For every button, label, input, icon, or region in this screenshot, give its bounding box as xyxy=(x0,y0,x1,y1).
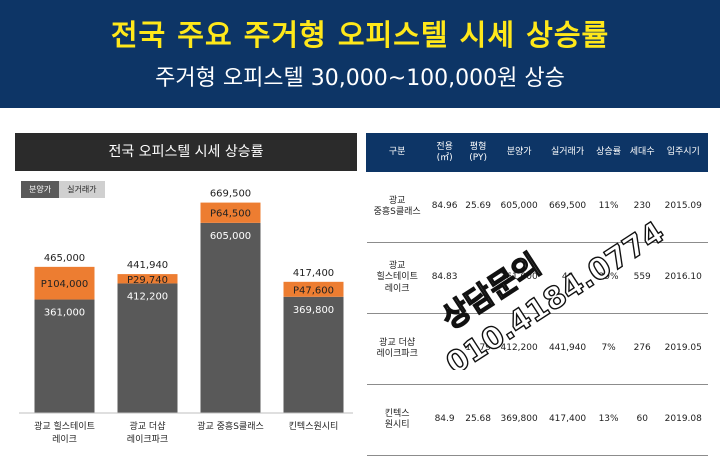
data-label-base-2: 605,000 xyxy=(210,231,251,242)
table-cell-name: 킨텍스 원시티 xyxy=(366,384,428,456)
table-row: 광교 힐스테이트 레이크 84.83 361,000 46 29% 559 2016.10 xyxy=(366,242,708,314)
table-cell: 11% xyxy=(591,171,626,243)
table-row: 광교 더샵 레이크파크 17.79 412,200 441,940 7% 276 2019.0… xyxy=(366,313,708,385)
data-label-total-3: 417,400 xyxy=(293,268,334,279)
column-header: 분양가 xyxy=(494,133,544,172)
data-label-total-1: 441,940 xyxy=(127,260,168,271)
table-row: 광교 중흥S클래스 84.96 25.69 605,000 669,500 11% 230 20… xyxy=(366,171,708,243)
title-banner: 전국 주요 주거형 오피스텔 시세 상승률 주거형 오피스텔 30,000~10… xyxy=(0,0,720,108)
table-cell: 29% xyxy=(591,242,626,314)
divider xyxy=(0,108,720,128)
column-header: 구분 xyxy=(365,133,429,172)
table-cell: 669,500 xyxy=(543,171,592,243)
data-label-increase-2: P64,500 xyxy=(210,209,251,220)
column-header: 평형 (PY) xyxy=(460,133,496,172)
table-cell: 84.83 xyxy=(427,242,462,314)
chart-title: 전국 오피스텔 시세 상승률 xyxy=(15,133,357,171)
x-tick-label-1: 레이크파크 xyxy=(127,434,168,445)
bar-increase-2 xyxy=(200,202,261,223)
banner-title: 전국 주요 주거형 오피스텔 시세 상승률 xyxy=(110,18,610,52)
table-cell: 2015.09 xyxy=(659,171,708,243)
banner-subtitle: 주거형 오피스텔 30,000~100,000원 상승 xyxy=(155,66,565,91)
table-cell: 25.68 xyxy=(461,384,495,456)
table-cell: 230 xyxy=(625,171,660,243)
comparison-table: 구분 전용 (㎡) 평형 (PY) 분양가 실거래가 상승률 세대수 입주시기 광교 중흥S클래스 8… xyxy=(365,133,709,456)
table-cell: 84.9 xyxy=(427,384,462,456)
table-cell: 369,800 xyxy=(494,384,544,456)
table-cell-name: 광교 더샵 레이크파크 xyxy=(366,313,428,385)
column-header: 입주시기 xyxy=(658,133,709,172)
chart-legend: 분양가 실거래가 xyxy=(21,181,105,198)
table-cell-name: 광교 힐스테이트 레이크 xyxy=(366,242,428,314)
bar-increase-1 xyxy=(117,274,178,284)
bar-increase-0 xyxy=(34,266,95,300)
table-cell: 559 xyxy=(625,242,660,314)
column-header: 실거래가 xyxy=(542,133,593,172)
bar-increase-3 xyxy=(283,281,344,297)
table-cell xyxy=(427,313,462,385)
table-cell: 13% xyxy=(591,384,626,456)
data-label-base-0: 361,000 xyxy=(44,308,85,319)
table-cell-name: 광교 중흥S클래스 xyxy=(366,171,428,243)
table-cell: 60 xyxy=(625,384,660,456)
table-cell: 412,200 xyxy=(494,313,544,385)
data-label-base-3: 369,800 xyxy=(293,305,334,316)
bar-base-2 xyxy=(200,222,261,413)
x-tick-label-0: 광교 힐스테이트 xyxy=(34,420,95,432)
table-cell: 17.79 xyxy=(461,313,495,385)
table-cell: 84.96 xyxy=(427,171,462,243)
table-cell: 441,940 xyxy=(543,313,592,385)
legend-series-1: 분양가 xyxy=(21,181,60,198)
x-tick-label-3: 킨텍스원시티 xyxy=(289,421,339,432)
table-header-row: 구분 전용 (㎡) 평형 (PY) 분양가 실거래가 상승률 세대수 입주시기 xyxy=(365,133,709,172)
data-label-total-0: 465,000 xyxy=(44,253,85,264)
column-header: 상승률 xyxy=(591,133,626,172)
bar-base-0 xyxy=(34,299,95,413)
x-tick-label-2: 광교 중흥S클래스 xyxy=(197,420,264,432)
table-cell: 276 xyxy=(625,313,660,385)
legend-series-2: 실거래가 xyxy=(59,181,105,198)
table-cell: 2016.10 xyxy=(659,242,708,314)
bar-base-1 xyxy=(117,283,178,413)
table-cell: 2019.05 xyxy=(659,313,708,385)
chart-panel: 전국 오피스텔 시세 상승률 분양가 실거래가 361,000 P104,000 4… xyxy=(15,133,357,455)
column-header: 세대수 xyxy=(624,133,660,172)
data-label-increase-1: P29,740 xyxy=(127,275,168,286)
column-header: 전용 (㎡) xyxy=(427,133,462,172)
data-label-base-1: 412,200 xyxy=(127,291,168,302)
table-cell: 7% xyxy=(591,313,626,385)
table-cell: 46 xyxy=(543,242,592,314)
data-label-increase-0: P104,000 xyxy=(41,279,88,290)
comparison-table-panel: 구분 전용 (㎡) 평형 (PY) 분양가 실거래가 상승률 세대수 입주시기 광교 중흥S클래스 8… xyxy=(365,133,709,456)
x-tick-label-1: 광교 더샵 xyxy=(130,420,166,432)
table-cell: 605,000 xyxy=(494,171,544,243)
x-tick-label-0: 레이크 xyxy=(52,434,77,445)
table-cell: 417,400 xyxy=(543,384,592,456)
data-label-increase-3: P47,600 xyxy=(293,285,334,296)
table-cell xyxy=(461,242,495,314)
table-cell: 2019.08 xyxy=(659,384,708,456)
table-cell: 25.69 xyxy=(461,171,495,243)
table-row: 킨텍스 원시티 84.9 25.68 369,800 417,400 13% 60 2019.0… xyxy=(366,384,708,456)
bar-base-3 xyxy=(283,296,344,413)
table-cell: 361,000 xyxy=(494,242,544,314)
data-label-total-2: 669,500 xyxy=(210,189,251,200)
